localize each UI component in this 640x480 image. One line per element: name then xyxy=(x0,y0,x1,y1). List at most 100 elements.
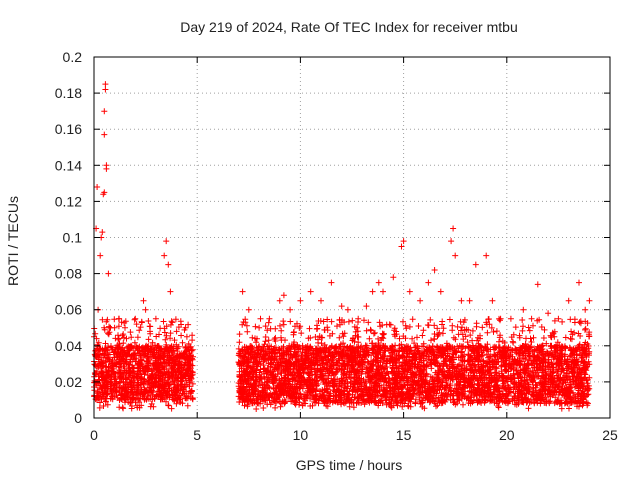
data-point-band0-1211 xyxy=(136,361,142,368)
data-point-band0-914 xyxy=(144,358,151,364)
data-point-band1-4783 xyxy=(529,349,536,355)
data-point-band1-3565 xyxy=(454,380,461,387)
data-point-band0-1040 xyxy=(188,388,195,395)
data-point-band1-4474 xyxy=(283,349,290,356)
data-point-band0-400 xyxy=(138,402,145,409)
data-point-band1-2806 xyxy=(236,339,243,346)
data-point-band1-2104 xyxy=(265,319,272,326)
data-point-band0-1004 xyxy=(176,352,183,359)
data-point-band1-4459 xyxy=(494,377,501,384)
data-point-band1-4844 xyxy=(450,361,457,368)
data-point-band0-1077 xyxy=(115,336,122,343)
data-point-band1-4927 xyxy=(247,395,254,402)
data-point-band1-2200 xyxy=(354,333,361,340)
data-point-band1-3743 xyxy=(460,336,467,343)
data-point-band0-659 xyxy=(169,373,176,380)
data-point-band0-1209 xyxy=(186,356,193,363)
data-point-band1-4377 xyxy=(493,359,500,366)
data-point-band0-1236 xyxy=(134,373,141,379)
data-point-band1-4883 xyxy=(473,392,480,399)
data-point-band1-4184 xyxy=(252,323,259,330)
data-point-band1-3291 xyxy=(250,348,257,355)
data-point-band0-1196 xyxy=(185,346,192,353)
data-point-band1-2273 xyxy=(551,400,558,407)
data-point-band0-745 xyxy=(114,394,121,401)
data-point-band1-2978 xyxy=(367,326,374,333)
data-point-band1-4788 xyxy=(350,366,357,373)
data-point-band0-1125 xyxy=(175,324,182,331)
data-point-band0-1238 xyxy=(163,362,170,369)
data-point-band1-4607 xyxy=(374,367,381,374)
data-point-band0-763 xyxy=(116,380,123,386)
data-point-band0-1051 xyxy=(163,332,170,339)
data-point-band1-3361 xyxy=(269,399,275,406)
data-point-band1-4379 xyxy=(460,319,467,326)
data-point-band0-1087 xyxy=(161,349,168,355)
data-point-band1-4316 xyxy=(429,397,436,404)
data-point-band1-4416 xyxy=(471,397,477,404)
data-point-band0-692 xyxy=(121,363,128,370)
data-point-band1-4373 xyxy=(258,347,265,354)
data-point-band0-1116 xyxy=(130,354,137,360)
data-point-band1-3884 xyxy=(274,357,281,364)
data-point-band1-2079 xyxy=(460,401,466,408)
data-point-band1-4735 xyxy=(435,368,442,375)
data-point-band1-4806 xyxy=(429,346,436,353)
data-point-band1-4967 xyxy=(500,380,507,387)
data-point-band0-1102 xyxy=(185,340,192,347)
data-point-band0-1015 xyxy=(185,321,192,328)
data-point-band1-4726 xyxy=(545,356,552,363)
data-point-band0-900 xyxy=(105,351,112,358)
data-point-band1-2439 xyxy=(369,340,376,347)
data-point-band1-4728 xyxy=(259,384,266,391)
data-point-band0-1244 xyxy=(141,371,148,377)
data-point-band1-4077 xyxy=(239,321,246,328)
data-point-band1-4693 xyxy=(467,332,474,339)
data-point-band1-4505 xyxy=(450,399,457,406)
data-point-band1-4230 xyxy=(411,340,418,347)
data-point-band0-887 xyxy=(162,336,169,343)
data-point-band1-2715 xyxy=(386,376,393,383)
data-point-band1-3167 xyxy=(363,344,370,351)
data-point-band1-3944 xyxy=(531,354,538,361)
data-point-band1-4761 xyxy=(425,353,432,360)
data-point-band0-570 xyxy=(167,330,174,337)
data-point-band1-4674 xyxy=(253,406,260,412)
data-point-band0-1167 xyxy=(160,370,167,377)
data-point-band0-1163 xyxy=(177,351,184,358)
data-point-band1-4828 xyxy=(457,378,464,385)
data-point-band1-2971 xyxy=(564,370,571,377)
data-point-band0-1036 xyxy=(136,399,143,406)
data-point-band1-4564 xyxy=(340,340,347,347)
data-point-band0-1198 xyxy=(143,396,150,403)
data-point-band0-1029 xyxy=(134,362,141,369)
data-point-band1-3310 xyxy=(433,403,439,410)
data-point-band1-4850 xyxy=(264,366,271,373)
data-point-band1-4493 xyxy=(243,322,250,329)
data-point-band0-1180 xyxy=(138,386,145,393)
data-point-band0-995 xyxy=(167,335,174,342)
data-point-band0-1197 xyxy=(127,358,133,365)
data-point-band1-4046 xyxy=(324,361,331,368)
data-point-band0-1182 xyxy=(118,357,125,364)
data-point-band0-1234 xyxy=(149,345,155,352)
data-point-band1-3002 xyxy=(459,348,466,355)
data-point-band0-1059 xyxy=(149,368,156,375)
data-point-band0-212 xyxy=(171,337,178,344)
data-point-band0-1123 xyxy=(100,362,107,369)
data-point-band1-4830 xyxy=(576,403,582,410)
data-point-band1-2085 xyxy=(530,334,537,341)
data-point-band0-809 xyxy=(129,364,136,371)
data-point-band0-1214 xyxy=(124,350,131,357)
data-point-band0-776 xyxy=(128,334,135,341)
data-point-band0-415 xyxy=(123,335,130,342)
data-point-band1-4671 xyxy=(390,364,397,371)
data-point-band1-2201 xyxy=(371,329,378,336)
data-point-band1-2920 xyxy=(551,317,558,324)
data-point-band0-1132 xyxy=(170,347,177,354)
data-point-band0-998 xyxy=(150,389,157,396)
data-point-band1-2281 xyxy=(280,321,287,328)
data-point-band1-4733 xyxy=(455,363,461,370)
data-point-band1-3147 xyxy=(568,336,575,343)
data-point-band1-4944 xyxy=(236,373,243,380)
